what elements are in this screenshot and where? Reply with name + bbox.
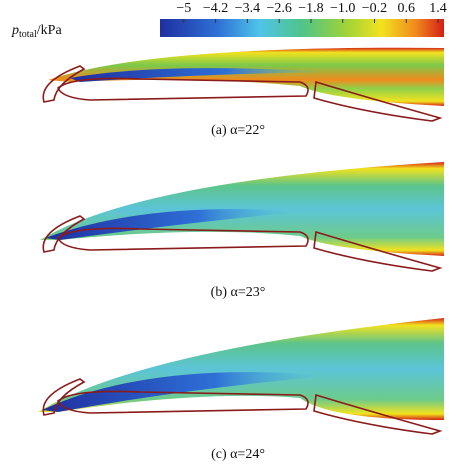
caption: (b) α=23° xyxy=(211,285,266,300)
colorbar-tick-label: −4.2 xyxy=(203,1,228,16)
panel-a: (a) α=22° xyxy=(42,47,444,138)
colorbar-tick-label: −3.4 xyxy=(235,1,260,16)
colorbar xyxy=(160,19,444,37)
wake-core xyxy=(45,209,300,240)
colorbar-tick-label: −5 xyxy=(176,1,191,16)
wake xyxy=(40,162,444,256)
colorbar-tick-label: −0.2 xyxy=(362,1,387,16)
caption: (a) α=22° xyxy=(211,123,265,138)
colorbar-label: ptotal/kPa xyxy=(11,23,62,40)
panel-c: (c) α=24° xyxy=(38,318,444,462)
colorbar-tick-label: 1.4 xyxy=(429,1,447,16)
wake-core xyxy=(42,372,330,412)
caption: (c) α=24° xyxy=(211,447,265,462)
colorbar-tick-label: −2.6 xyxy=(266,1,291,16)
colorbar-tick-label: 0.6 xyxy=(398,1,416,16)
colorbar-tick-label: −1.8 xyxy=(298,1,323,16)
colorbar-tick-label: −1.0 xyxy=(330,1,355,16)
panel-b: (b) α=23° xyxy=(40,162,444,300)
